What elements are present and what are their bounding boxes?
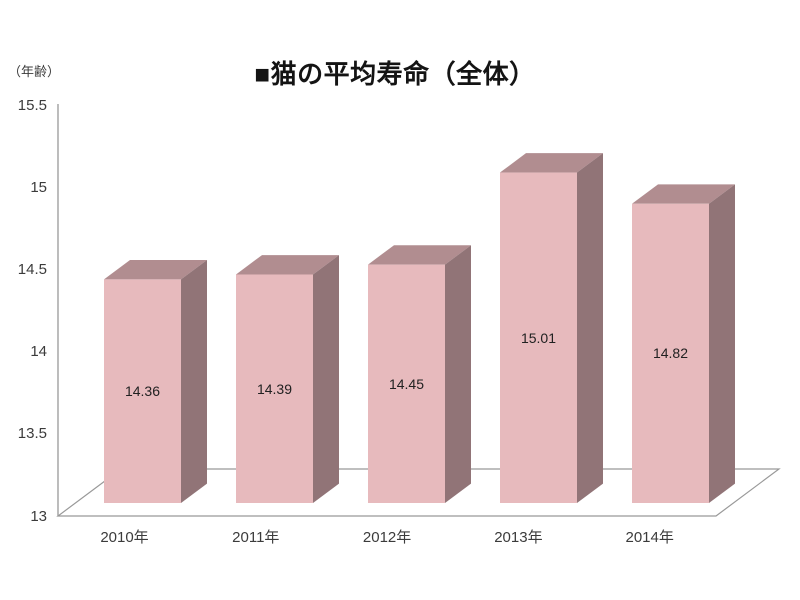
bar-side-face <box>577 153 603 503</box>
bar-side-face <box>445 245 471 503</box>
bar-top-face <box>368 245 471 265</box>
bar-side-face <box>709 184 735 503</box>
bar-front-face <box>104 279 181 503</box>
bar-top-face <box>500 153 603 173</box>
bar-top-face <box>632 184 735 204</box>
bar-side-face <box>313 255 339 503</box>
bar-side-face <box>181 260 207 503</box>
bar-top-face <box>236 255 339 275</box>
bar-front-face <box>632 203 709 504</box>
bar-front-face <box>368 264 445 503</box>
bar-front-face <box>236 274 313 503</box>
bar-front-face <box>500 172 577 503</box>
bar-top-face <box>104 260 207 280</box>
